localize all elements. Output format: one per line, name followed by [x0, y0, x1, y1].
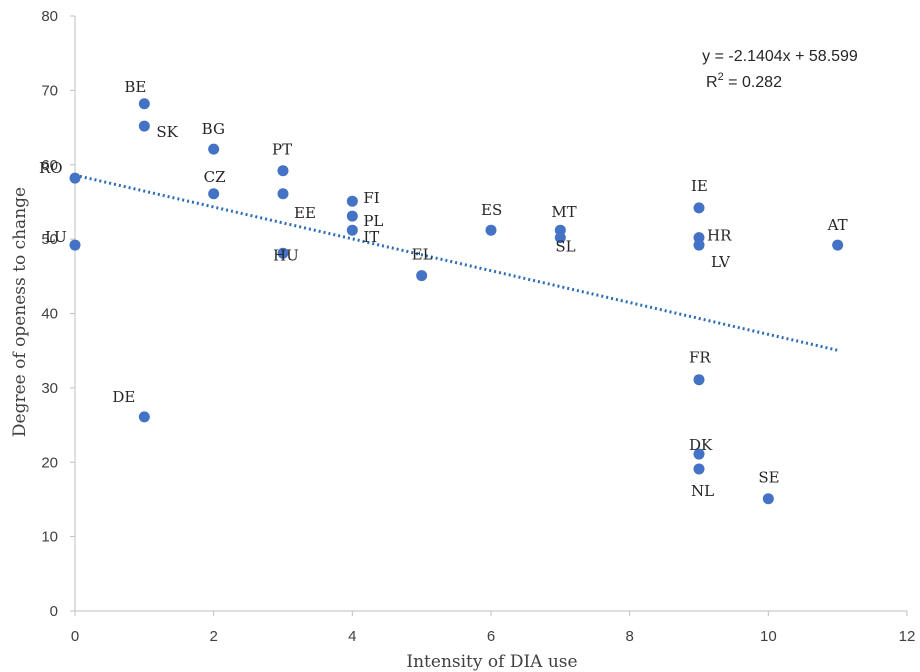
- data-point-pl: [346, 210, 358, 222]
- data-point-at: [832, 239, 844, 251]
- point-label-hr: HR: [707, 227, 732, 245]
- point-label-be: BE: [124, 78, 146, 96]
- point-label-ro: RO: [39, 159, 63, 177]
- data-point-de: [138, 411, 150, 423]
- y-tick-label: 50: [41, 231, 58, 248]
- x-axis-title: Intensity of DIA use: [406, 652, 577, 672]
- point-label-de: DE: [112, 388, 135, 406]
- point-label-cz: CZ: [204, 168, 226, 186]
- x-tick-label: 4: [348, 628, 356, 645]
- data-point-hu: [277, 247, 289, 259]
- data-point-lv: [693, 239, 705, 251]
- data-point-it: [346, 224, 358, 236]
- y-tick-label: 20: [41, 454, 58, 471]
- data-point-sk: [138, 120, 150, 132]
- point-label-mt: MT: [551, 203, 576, 221]
- point-label-nl: NL: [691, 482, 714, 500]
- point-label-it: IT: [363, 228, 379, 246]
- x-tick-label: 10: [760, 628, 777, 645]
- y-tick-label: 10: [41, 529, 58, 546]
- trendline-equation: y = -2.1404x + 58.599: [702, 48, 858, 65]
- point-label-at: AT: [827, 216, 848, 234]
- data-point-ro: [69, 172, 81, 184]
- point-label-fi: FI: [363, 189, 379, 207]
- point-label-el: EL: [412, 246, 433, 264]
- point-label-se: SE: [758, 469, 779, 487]
- x-tick-label: 2: [209, 628, 217, 645]
- y-tick-label: 60: [41, 157, 58, 174]
- data-point-lu: [69, 239, 81, 251]
- x-tick-label: 0: [71, 628, 79, 645]
- x-tick-label: 6: [487, 628, 495, 645]
- data-point-be: [138, 98, 150, 110]
- points-group: [69, 98, 844, 505]
- point-label-hu: HU: [273, 246, 299, 264]
- data-point-dk: [693, 448, 705, 460]
- trendline-group: [74, 173, 839, 352]
- data-point-fr: [693, 374, 705, 386]
- data-point-bg: [208, 143, 220, 155]
- data-point-fi: [346, 195, 358, 207]
- point-label-dk: DK: [689, 436, 713, 454]
- y-tick-label: 70: [41, 82, 58, 99]
- y-axis-title: Degree of openess to change: [10, 187, 30, 437]
- point-label-sl: SL: [555, 238, 575, 256]
- point-label-fr: FR: [689, 349, 711, 367]
- point-label-ee: EE: [294, 204, 316, 222]
- r-squared-label: R2 = 0.282: [706, 71, 782, 91]
- y-tick-label: 80: [41, 8, 58, 25]
- point-label-es: ES: [481, 201, 502, 219]
- data-point-el: [416, 270, 428, 282]
- x-tick-label: 12: [899, 628, 916, 645]
- y-tick-label: 30: [41, 380, 58, 397]
- point-label-bg: BG: [202, 120, 225, 138]
- data-point-se: [762, 493, 774, 505]
- point-label-ie: IE: [691, 177, 708, 195]
- data-point-ie: [693, 202, 705, 214]
- data-point-es: [485, 224, 497, 236]
- point-label-pt: PT: [272, 141, 292, 159]
- data-point-nl: [693, 463, 705, 475]
- y-tick-label: 40: [41, 306, 58, 323]
- data-point-cz: [208, 188, 220, 200]
- point-label-sk: SK: [156, 123, 178, 141]
- x-tick-label: 8: [625, 628, 633, 645]
- data-point-pt: [277, 165, 289, 177]
- data-point-sl: [554, 232, 566, 244]
- point-label-pl: PL: [363, 212, 383, 230]
- trendline: [74, 173, 839, 352]
- y-tick-label: 0: [50, 603, 58, 620]
- data-point-ee: [277, 188, 289, 200]
- point-label-lv: LV: [711, 253, 731, 271]
- axes: 0 2 4 6 8 10 12 0 10 20 30 40 50 60 70 80: [41, 8, 915, 645]
- point-label-lu: LU: [45, 228, 67, 246]
